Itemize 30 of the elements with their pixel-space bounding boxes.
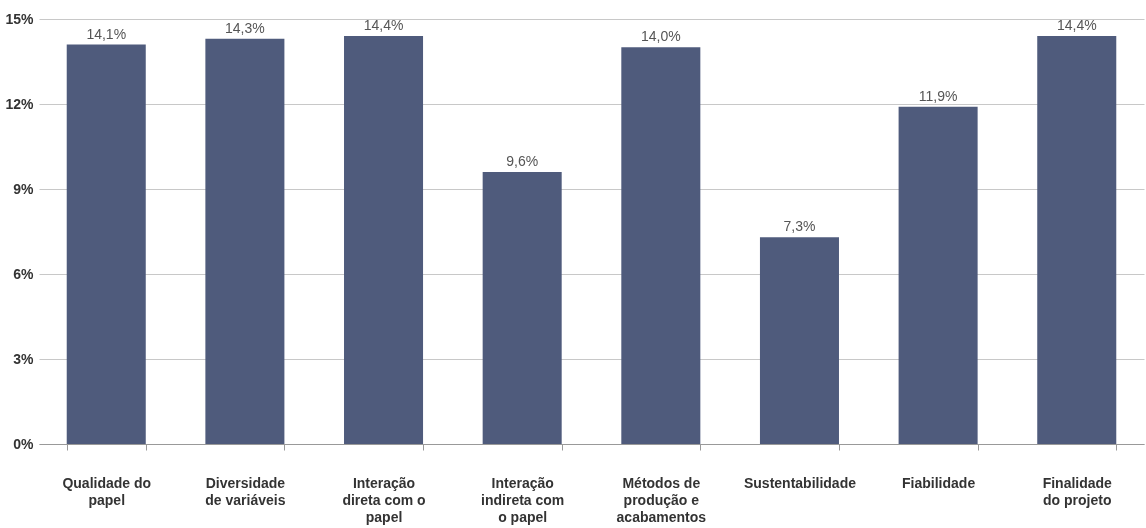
- x-tick-label: Interação indireta com o papel: [481, 474, 565, 525]
- y-tick-label: 9%: [13, 180, 35, 197]
- y-tick-label: 6%: [13, 265, 35, 282]
- data-label: 14,0%: [640, 28, 681, 45]
- x-tick-label: Métodos de produção e acabamentos: [616, 474, 707, 525]
- data-label: 14,4%: [363, 17, 404, 33]
- bar: [759, 237, 839, 444]
- x-tick-label: Sustentabilidade: [743, 474, 857, 491]
- data-label: 14,4%: [1056, 17, 1097, 33]
- data-label: 11,9%: [918, 87, 958, 104]
- y-tick-label: 15%: [5, 10, 35, 27]
- bar: [66, 44, 146, 444]
- bar: [621, 47, 701, 444]
- bar: [205, 38, 285, 444]
- data-label: 7,3%: [783, 218, 816, 235]
- x-tick-label: Qualidade do papel: [62, 474, 152, 508]
- data-label: 14,1%: [86, 25, 127, 42]
- x-tick-label: Diversidade de variáveis: [205, 474, 286, 508]
- data-label: 9,6%: [506, 153, 539, 169]
- y-tick-label: 12%: [5, 95, 35, 112]
- bar: [1037, 36, 1117, 444]
- bar: [482, 172, 562, 444]
- bar: [344, 36, 424, 444]
- x-tick-label: Fiabilidade: [902, 474, 976, 491]
- x-tick-label: Interação direta com o papel: [342, 474, 426, 525]
- x-tick-label: Finalidade do projeto: [1042, 474, 1113, 508]
- y-tick-label: 3%: [13, 350, 35, 367]
- y-tick-label: 0%: [13, 435, 35, 452]
- data-label: 14,3%: [225, 19, 265, 36]
- bar: [898, 106, 978, 444]
